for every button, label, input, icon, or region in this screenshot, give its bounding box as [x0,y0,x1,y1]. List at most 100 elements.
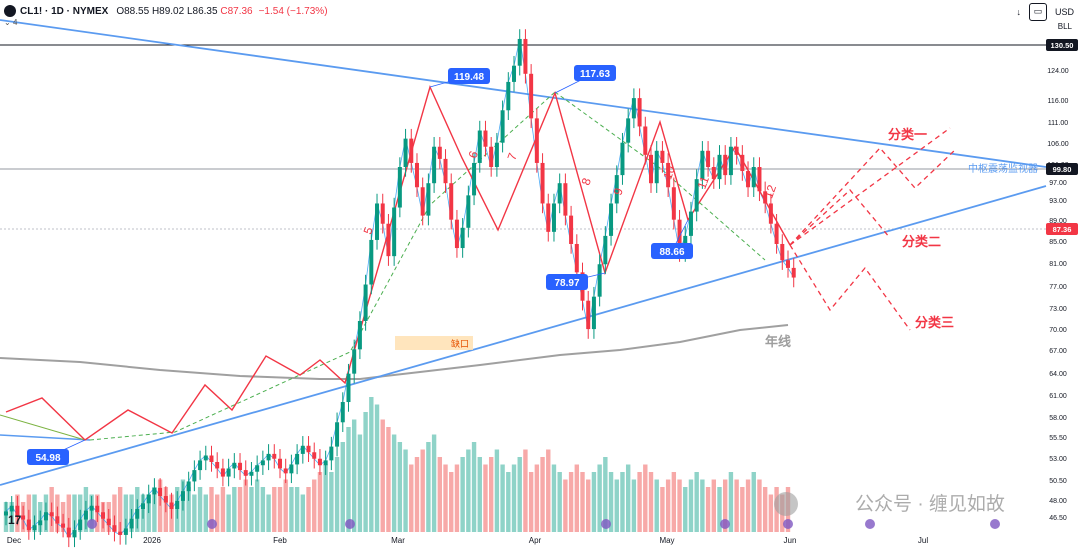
candle-body [426,183,431,216]
volume-bar [357,434,363,532]
price-label: 87.36 [1053,225,1072,234]
candle-body [323,460,328,466]
volume-bar [226,494,231,532]
candle-body [203,455,208,461]
volume-bar [243,479,248,532]
candle-body [249,471,254,476]
price-tick-label: 85.00 [1049,239,1067,246]
volume-bar [694,472,699,532]
candle-body [591,296,596,330]
volume-bar [740,487,745,532]
price-tick-label: 93.00 [1049,198,1067,205]
candle-body [329,446,334,461]
candle-body [295,453,300,465]
volume-bar [614,479,619,532]
volume-bar [112,494,117,532]
volume-bar [677,479,682,532]
time-axis: Dec 2026 Feb Mar Apr May Jun Jul [7,536,928,545]
indicator-toggle[interactable]: ⌄ 4 [4,18,18,27]
volume-bar [152,487,157,532]
volume-bar [591,472,597,532]
price-tick-label: 106.00 [1047,141,1069,148]
candle-body [312,452,317,459]
volume-bar [272,487,277,532]
candle-body [43,512,48,521]
candle-body [414,162,419,188]
candle-body [780,243,785,261]
candle-body [637,98,642,127]
annotations: 119.48 117.63 88.66 78.97 54.98 5 6 7 8 9 10 11 12 缺口… [8,65,1038,529]
scenario-3-path [789,244,911,331]
chart-tools: ↓ ▭ USD [1016,3,1074,21]
early-green-line [0,414,86,441]
candle-body [89,505,94,511]
scenario-1-path [789,127,951,246]
price-tick-label: 48.00 [1049,498,1067,505]
candle-body [186,481,191,492]
candle-body [118,531,123,535]
change-value: −1.54 (−1.73%) [258,5,328,17]
lock-icon[interactable]: ▭ [1028,3,1047,21]
volume-bar [506,472,511,532]
callout-label: 54.98 [35,453,60,464]
candle-body [523,38,528,74]
candle-body [751,167,756,188]
time-tick-label: Dec [7,536,21,545]
candle-body [226,468,231,477]
volume-bar [32,494,37,532]
candle-body [123,528,128,535]
candle-body [357,320,362,350]
close-value: C87.36 [220,5,253,17]
candle-body [609,203,614,236]
event-icon [207,519,217,529]
event-icon [990,519,1000,529]
volume-bar [723,479,728,532]
scenario-label: 分类二 [902,234,941,249]
candle-body [277,458,282,469]
volume-bar [192,494,197,532]
volume-bar [528,472,534,532]
wave-number: 12 [761,183,779,201]
currency-label[interactable]: USD [1054,7,1074,17]
volume-bar [232,487,237,532]
price-label: 130.50 [1051,41,1074,50]
callout-box [651,243,693,259]
symbol-label[interactable]: CL1! · 1D · NYMEX [20,5,109,17]
volume-bar [665,479,671,532]
price-tick-label: 67.00 [1049,348,1067,355]
candle-body [506,81,511,111]
candle-body [740,154,745,172]
callout-box [27,449,69,465]
volume-bar [117,487,123,532]
candle-body [363,284,368,321]
callout-label: 119.48 [454,72,484,83]
volume-bar [466,449,471,532]
lower-trendline [0,185,1047,486]
early-line [0,434,91,441]
candle-body [671,187,676,220]
price-tick-label: 97.00 [1049,180,1067,187]
candle-body [220,468,225,477]
time-tick-label: Apr [529,536,542,545]
volume-bar [608,472,614,532]
candle-body [289,464,294,474]
volume-bar [237,487,243,532]
volume-bar [700,479,705,532]
candle-body [9,505,14,512]
volume-bar [717,487,722,532]
candle-body [66,527,71,538]
volume-bar [380,419,385,532]
candle-body [500,110,505,143]
candle-body [158,487,163,497]
chevron-down-icon[interactable]: ↓ [1016,7,1021,17]
candle-body [649,154,654,184]
volume-bar [66,494,71,532]
candle-body [626,118,631,143]
volume-bar [420,449,425,532]
candle-body [215,461,220,469]
volume-bar [437,457,443,532]
trend-lines [0,19,1047,539]
candle-body [569,215,574,244]
volume-bar [631,479,637,532]
